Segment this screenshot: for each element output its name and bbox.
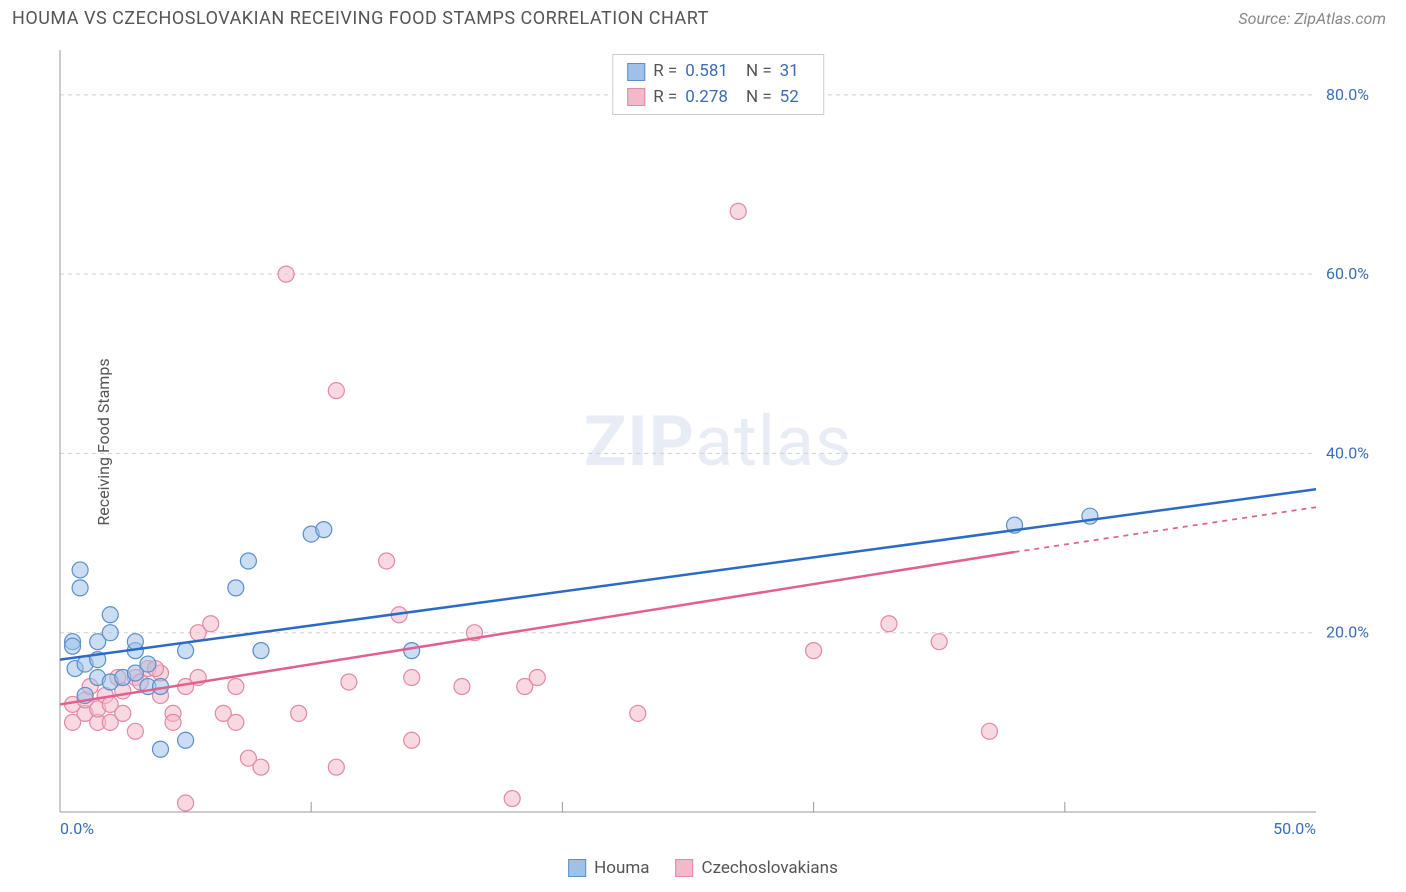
data-point bbox=[228, 678, 244, 694]
data-point bbox=[931, 634, 947, 650]
data-point bbox=[65, 638, 81, 654]
data-point bbox=[278, 266, 294, 282]
data-point bbox=[140, 656, 156, 672]
data-point bbox=[72, 580, 88, 596]
legend-row: R = 0.278 N = 52 bbox=[627, 85, 809, 111]
data-point bbox=[328, 759, 344, 775]
data-point bbox=[115, 705, 131, 721]
x-origin-label: 0.0% bbox=[60, 819, 94, 838]
legend-swatch bbox=[676, 859, 694, 877]
data-point bbox=[178, 795, 194, 811]
data-point bbox=[72, 562, 88, 578]
data-point bbox=[806, 643, 822, 659]
data-point bbox=[404, 732, 420, 748]
data-point bbox=[328, 383, 344, 399]
legend-r-value: 0.581 bbox=[685, 59, 728, 85]
y-tick-label: 80.0% bbox=[1326, 85, 1369, 104]
data-point bbox=[504, 791, 520, 807]
data-point bbox=[228, 580, 244, 596]
data-point bbox=[240, 553, 256, 569]
legend-label: Czechoslovakians bbox=[702, 858, 838, 878]
legend-swatch bbox=[568, 859, 586, 877]
data-point bbox=[127, 634, 143, 650]
chart-area: Receiving Food Stamps ZIPatlas 20.0%40.0… bbox=[50, 42, 1386, 842]
data-point bbox=[102, 607, 118, 623]
source-label: Source: ZipAtlas.com bbox=[1238, 9, 1386, 28]
data-point bbox=[253, 759, 269, 775]
data-point bbox=[152, 741, 168, 757]
data-point bbox=[178, 643, 194, 659]
legend-label: Houma bbox=[594, 858, 649, 878]
legend-row: R = 0.581 N = 31 bbox=[627, 59, 809, 85]
data-point bbox=[127, 723, 143, 739]
data-point bbox=[178, 732, 194, 748]
data-point bbox=[253, 643, 269, 659]
data-point bbox=[203, 616, 219, 632]
y-tick-label: 20.0% bbox=[1326, 623, 1369, 642]
x-end-label: 50.0% bbox=[1273, 819, 1316, 838]
legend-n-value: 31 bbox=[780, 59, 799, 85]
data-point bbox=[730, 203, 746, 219]
legend-swatch bbox=[627, 63, 645, 81]
data-point bbox=[630, 705, 646, 721]
y-tick-label: 40.0% bbox=[1326, 443, 1369, 462]
legend-item: Czechoslovakians bbox=[676, 858, 838, 878]
chart-title: HOUMA VS CZECHOSLOVAKIAN RECEIVING FOOD … bbox=[12, 8, 709, 29]
data-point bbox=[379, 553, 395, 569]
legend-r-label: R = bbox=[653, 85, 677, 111]
data-point bbox=[341, 674, 357, 690]
legend-r-label: R = bbox=[653, 59, 677, 85]
legend-swatch bbox=[627, 88, 645, 106]
data-point bbox=[529, 670, 545, 686]
data-point bbox=[102, 625, 118, 641]
data-point bbox=[881, 616, 897, 632]
data-point bbox=[454, 678, 470, 694]
legend-n-value: 52 bbox=[780, 85, 799, 111]
data-point bbox=[228, 714, 244, 730]
legend-r-value: 0.278 bbox=[685, 85, 728, 111]
data-point bbox=[981, 723, 997, 739]
legend-n-label: N = bbox=[746, 59, 772, 85]
legend-n-label: N = bbox=[746, 85, 772, 111]
correlation-legend: R = 0.581 N = 31 R = 0.278 N = 52 bbox=[612, 54, 824, 115]
data-point bbox=[316, 522, 332, 538]
data-point bbox=[404, 643, 420, 659]
data-point bbox=[404, 670, 420, 686]
series-legend: Houma Czechoslovakians bbox=[568, 858, 838, 878]
data-point bbox=[291, 705, 307, 721]
data-point bbox=[165, 714, 181, 730]
y-tick-label: 60.0% bbox=[1326, 264, 1369, 283]
trend-line bbox=[60, 489, 1316, 659]
scatter-plot: 20.0% 40.0% 60.0% 80.0% 0.0% 50.0% bbox=[50, 42, 1386, 842]
legend-item: Houma bbox=[568, 858, 649, 878]
trend-line-extrapolated bbox=[1015, 507, 1316, 552]
